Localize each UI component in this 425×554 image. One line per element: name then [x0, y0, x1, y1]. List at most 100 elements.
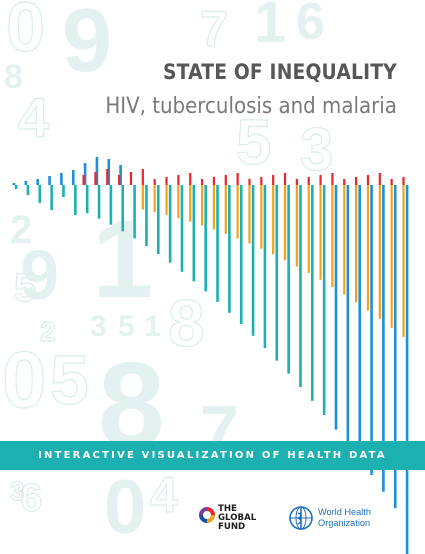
decorative-bar: [295, 179, 298, 185]
who-line: World Health: [318, 507, 371, 517]
global-fund-logo: THE GLOBAL FUND: [196, 504, 286, 538]
decorative-bar: [307, 185, 310, 274]
decorative-bar: [189, 185, 192, 222]
decorative-bar: [287, 185, 290, 374]
decorative-bar: [119, 165, 122, 185]
decorative-bar: [177, 175, 180, 185]
decorative-bar: [204, 185, 207, 292]
decorative-bar: [12, 183, 16, 185]
decorative-bar: [334, 185, 338, 430]
decorative-bar: [370, 185, 373, 475]
who-logo: World Health Organization: [287, 504, 412, 538]
decorative-bar: [224, 185, 227, 234]
decorative-bar: [299, 185, 302, 388]
decorative-bar: [24, 181, 28, 185]
decorative-bar: [177, 185, 180, 219]
decorative-bar: [236, 185, 239, 239]
decorative-bar: [200, 185, 204, 226]
decorative-bar: [141, 169, 144, 185]
decorative-bar: [94, 172, 97, 185]
decorative-bar: [322, 185, 326, 416]
decorative-bar: [107, 159, 111, 185]
decorative-bar: [260, 177, 263, 185]
decorative-bar: [165, 177, 168, 185]
decorative-bar: [331, 185, 334, 288]
decorative-bar: [402, 177, 405, 185]
decorative-bar: [272, 175, 275, 185]
decorative-bar: [153, 179, 156, 185]
decorative-bar: [355, 177, 358, 185]
decorative-bar: [275, 185, 279, 361]
who-emblem-icon: [289, 506, 313, 530]
banner-text: INTERACTIVE VISUALIZATION OF HEALTH DATA: [38, 450, 387, 461]
decorative-bar: [62, 185, 65, 197]
who-wordmark: World Health Organization: [318, 507, 371, 528]
decorative-bar: [393, 185, 397, 509]
decorative-bar: [378, 173, 381, 185]
decorative-bar: [260, 185, 263, 249]
decorative-bar: [366, 185, 370, 311]
decorative-bar: [366, 175, 370, 185]
title-block: STATE OF INEQUALITY HIV, tuberculosis an…: [73, 60, 397, 119]
decorative-bar: [311, 185, 314, 401]
report-subtitle: HIV, tuberculosis and malaria: [105, 94, 397, 119]
decorative-bar: [85, 185, 89, 214]
decorative-bar: [180, 185, 184, 272]
decorative-bar: [82, 175, 85, 185]
decorative-bar: [36, 179, 39, 185]
decorative-bar: [236, 173, 239, 185]
decorative-bar: [74, 185, 77, 215]
decorative-bar: [50, 185, 53, 210]
decorative-bar: [153, 185, 156, 213]
who-line: Organization: [318, 517, 371, 528]
decorative-bar: [358, 185, 362, 460]
decorative-bar: [251, 185, 255, 336]
decorative-bar: [189, 173, 192, 185]
decorative-bar: [402, 185, 405, 337]
decorative-bar: [331, 173, 334, 185]
global-fund-line: THE: [218, 504, 237, 514]
decorative-bar: [224, 175, 227, 185]
decorative-bar: [239, 185, 243, 325]
decorative-bar: [133, 185, 136, 239]
decorative-bar: [319, 175, 322, 185]
decorative-bar: [228, 185, 231, 313]
decorative-bar: [382, 185, 385, 492]
decorative-bar: [319, 185, 322, 280]
decorative-bar: [283, 185, 287, 261]
decorative-bar: [26, 185, 30, 195]
decorative-bar: [272, 185, 275, 255]
global-fund-line: FUND: [218, 522, 246, 532]
decorative-bar: [212, 177, 216, 185]
decorative-bar: [168, 185, 172, 263]
decorative-bar: [156, 185, 160, 255]
decorative-bar: [192, 185, 196, 282]
partner-logos: THE GLOBAL FUND World Health Organizatio…: [0, 498, 425, 538]
decorative-bar: [145, 185, 148, 246]
decorative-bar: [390, 185, 393, 328]
decorative-bar: [109, 185, 113, 225]
decorative-bar: [216, 185, 219, 302]
report-title: STATE OF INEQUALITY: [163, 60, 397, 85]
decorative-bar: [97, 185, 101, 219]
decorative-bar: [390, 179, 393, 185]
decorative-bar: [129, 172, 133, 185]
decorative-bar: [200, 179, 204, 185]
decorative-bar: [121, 185, 125, 232]
decorative-bar: [71, 170, 75, 185]
decorative-bar: [283, 173, 287, 185]
decorative-bar: [248, 185, 251, 244]
decorative-bar: [212, 185, 216, 230]
decorative-bar: [343, 185, 346, 295]
decorative-bar: [118, 175, 121, 185]
decorative-bar: [405, 185, 409, 554]
decorative-bar: [346, 185, 350, 445]
decorative-bar: [14, 185, 18, 189]
decorative-bar: [48, 176, 51, 185]
interactive-visualization-banner: INTERACTIVE VISUALIZATION OF HEALTH DATA: [0, 441, 425, 470]
decorative-bar: [165, 185, 168, 216]
decorative-bar: [141, 185, 144, 210]
decorative-bar: [263, 185, 267, 349]
